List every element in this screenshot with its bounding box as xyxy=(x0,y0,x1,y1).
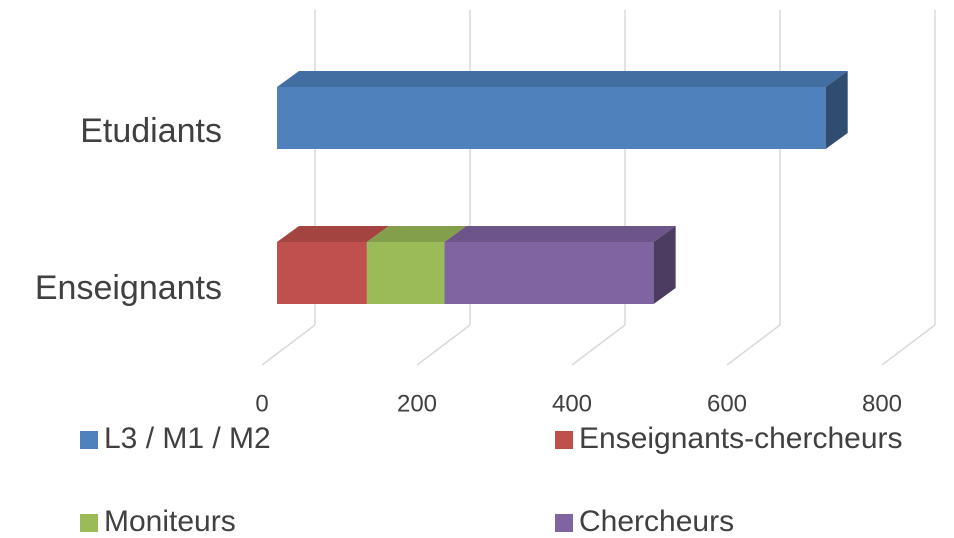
bar-top xyxy=(366,226,467,242)
bar-top xyxy=(444,226,676,242)
grid-line xyxy=(261,324,316,366)
grid-line xyxy=(416,324,471,366)
bar xyxy=(366,242,445,304)
x-tick-label: 200 xyxy=(397,390,437,417)
bar-top xyxy=(277,226,389,242)
grid-line xyxy=(881,324,936,366)
grid-line xyxy=(726,324,781,366)
x-tick-label: 0 xyxy=(255,390,268,417)
legend-swatch xyxy=(555,514,573,532)
x-tick-label: 400 xyxy=(552,390,592,417)
legend-label: Moniteurs xyxy=(104,505,236,538)
legend-label: Chercheurs xyxy=(579,505,734,538)
category-label: Etudiants xyxy=(80,112,222,150)
grid-line xyxy=(571,324,626,366)
legend-swatch xyxy=(80,431,98,449)
bar xyxy=(444,242,654,304)
legend-swatch xyxy=(555,431,573,449)
legend-swatch xyxy=(80,514,98,532)
legend-label: L3 / M1 / M2 xyxy=(104,422,271,455)
bar xyxy=(277,242,367,304)
x-tick-label: 800 xyxy=(862,390,902,417)
bar xyxy=(277,87,826,149)
legend-label: Enseignants-chercheurs xyxy=(579,422,903,455)
category-label: Enseignants xyxy=(35,269,222,307)
bar-side xyxy=(825,71,848,149)
bar-side xyxy=(653,226,676,304)
bar-top xyxy=(277,71,848,87)
x-tick-label: 600 xyxy=(707,390,747,417)
